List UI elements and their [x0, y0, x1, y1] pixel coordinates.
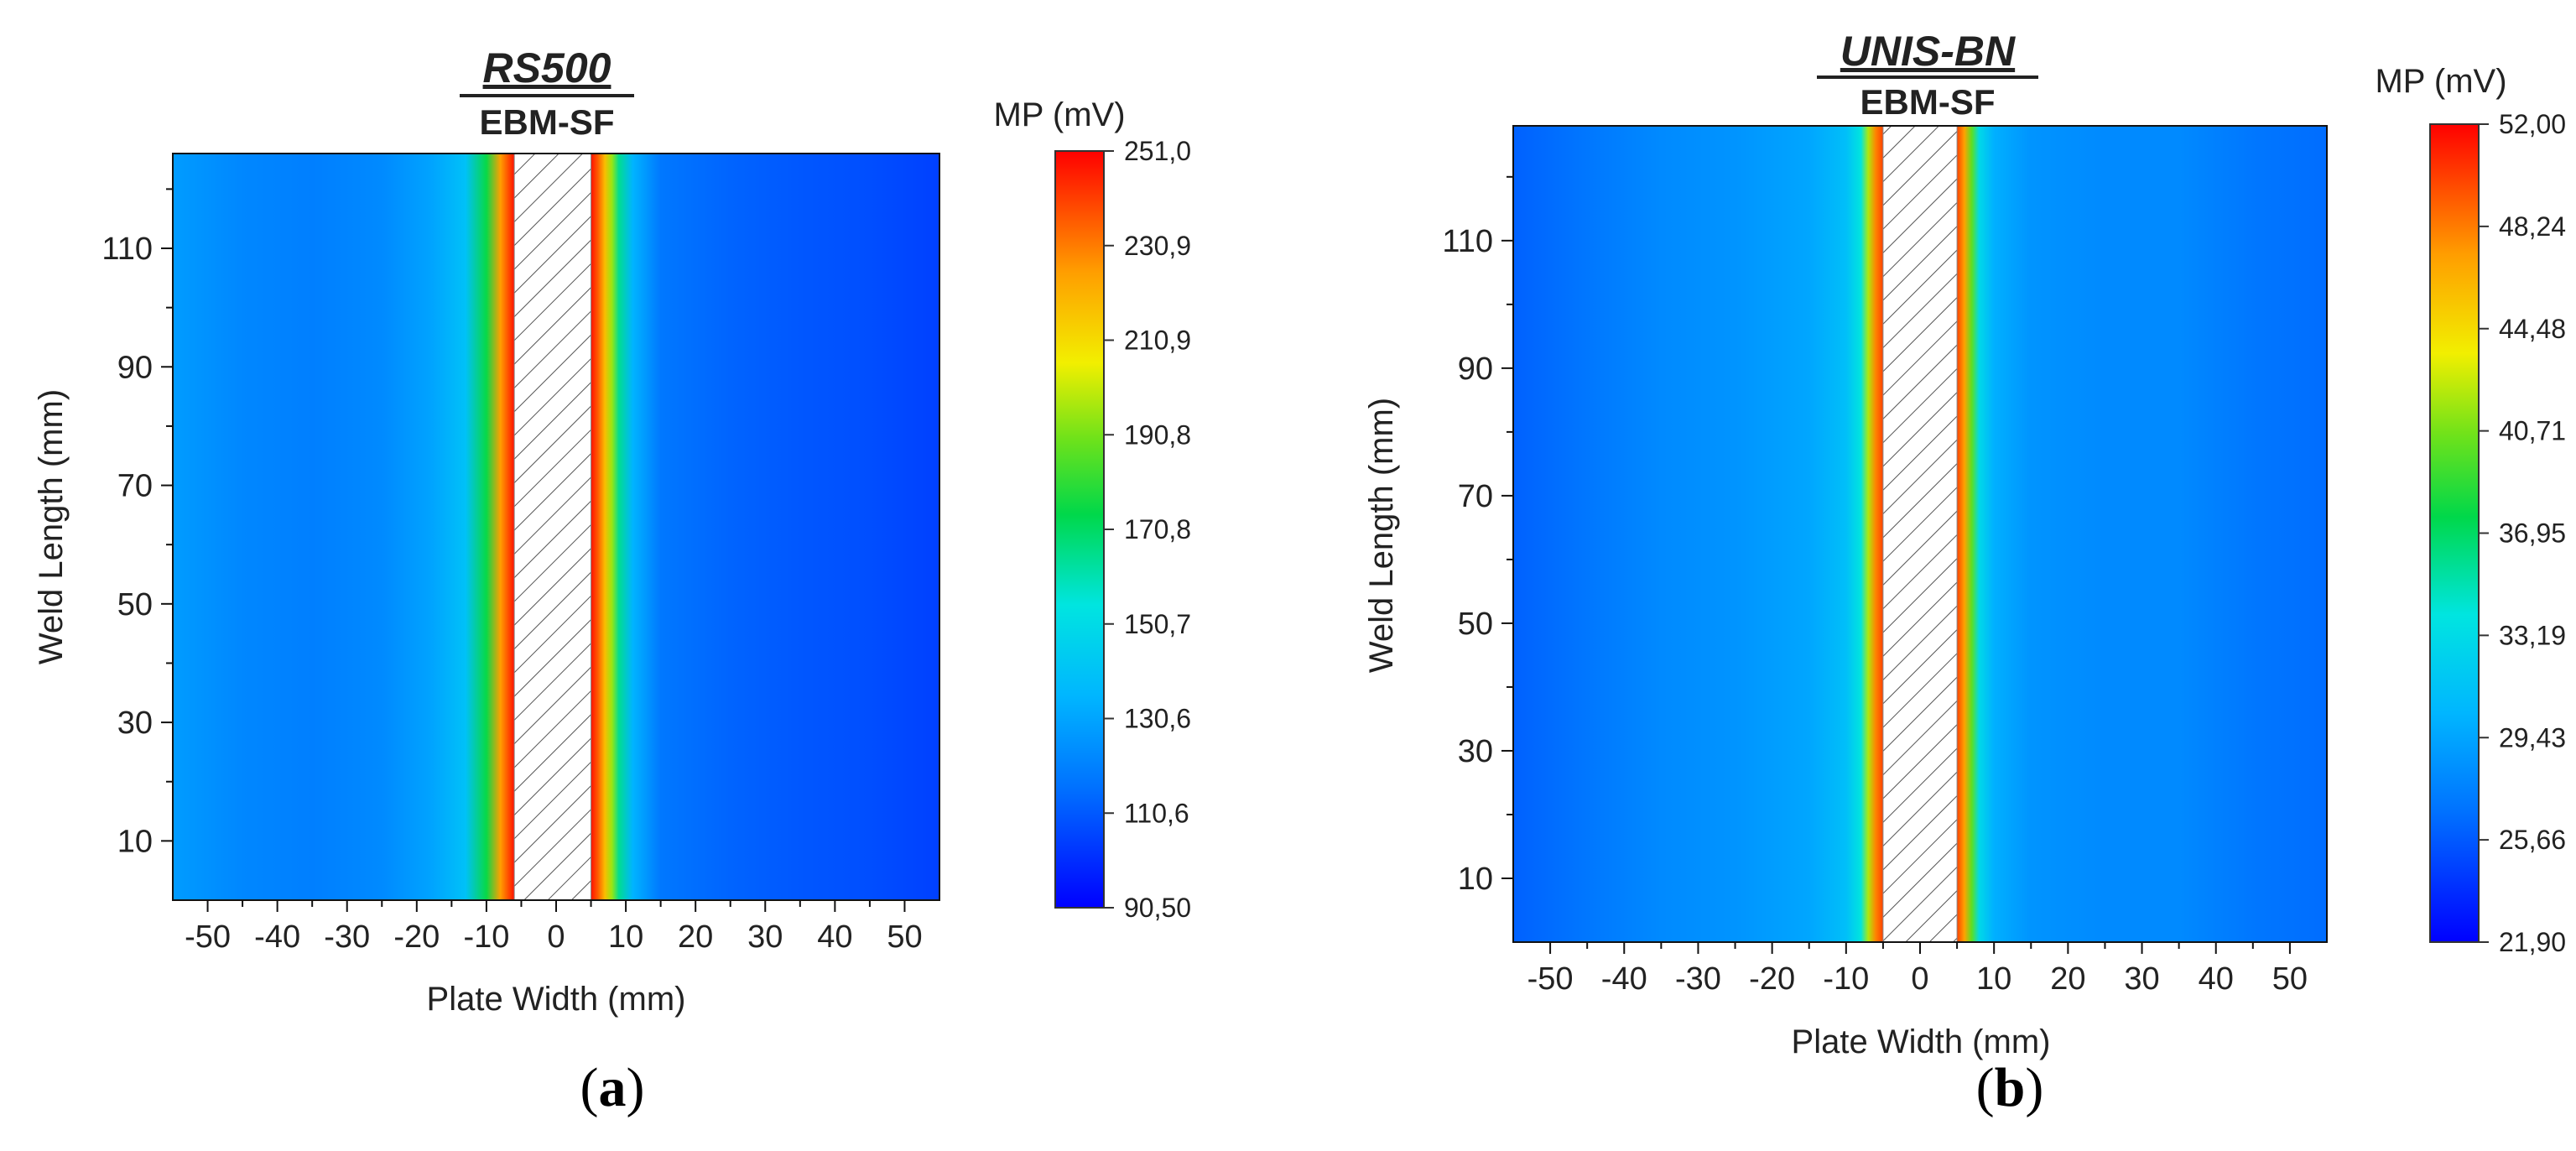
colorbar-tick-label: 170,8 — [1124, 514, 1191, 544]
panel-label-a: (a) — [580, 1057, 645, 1118]
colorbar-label-b: MP (mV) — [2375, 63, 2506, 100]
colorbar-ticks-b: 52,00 48,24 44,48 40,71 36,95 33,19 29,43 25,66… — [2479, 109, 2566, 957]
y-axis-a: 10 30 50 70 90 110 — [101, 188, 173, 859]
weld-zone-a — [513, 153, 592, 901]
chart-subtitle-a: EBM-SF — [480, 102, 615, 142]
y-tick-label: 90 — [1458, 352, 1493, 387]
colorbar-tick-label: 110,6 — [1124, 798, 1189, 828]
y-tick-label: 90 — [117, 350, 153, 385]
x-tick-label: -40 — [254, 919, 300, 955]
y-tick-label: 10 — [1458, 862, 1493, 897]
x-tick-label: 0 — [547, 919, 565, 955]
colorbar-tick-label: 210,9 — [1124, 326, 1191, 356]
x-tick-label: -30 — [324, 919, 370, 955]
colorbar-tick-label: 48,24 — [2499, 211, 2566, 242]
x-tick-label: 0 — [1911, 961, 1928, 997]
colorbar-tick-label: 52,00 — [2499, 109, 2566, 139]
x-tick-label: -10 — [463, 919, 509, 955]
x-tick-label: -10 — [1823, 961, 1869, 997]
y-tick-label: 70 — [117, 469, 153, 504]
colorbar-tick-label: 40,71 — [2499, 416, 2566, 446]
panel-label-b: (b) — [1976, 1057, 2044, 1118]
y-tick-label: 110 — [1442, 224, 1493, 259]
y-axis-label-a: Weld Length (mm) — [33, 389, 70, 664]
colorbar-tick-label: 33,19 — [2499, 620, 2566, 650]
colorbar-b — [2429, 123, 2480, 943]
x-axis-a: -50 -40 -30 -20 -10 0 10 20 30 40 50 — [185, 900, 923, 955]
y-tick-label: 50 — [117, 587, 153, 622]
colorbar-tick-label: 150,7 — [1124, 609, 1191, 639]
x-axis-b: -50 -40 -30 -20 -10 0 10 20 30 40 50 — [1527, 942, 2308, 997]
x-tick-label: 10 — [1976, 961, 2011, 997]
heatmap-b — [1512, 125, 2328, 943]
colorbar-a — [1054, 150, 1105, 909]
x-tick-label: 30 — [2124, 961, 2159, 997]
x-tick-label: 50 — [2272, 961, 2308, 997]
colorbar-tick-label: 29,43 — [2499, 722, 2566, 753]
chart-title-b: UNIS-BN — [1840, 28, 2016, 75]
x-tick-label: 40 — [817, 919, 852, 955]
colorbar-tick-label: 25,66 — [2499, 825, 2566, 855]
y-tick-label: 30 — [117, 706, 153, 741]
colorbar-tick-label: 190,8 — [1124, 419, 1191, 450]
colorbar-tick-label: 230,9 — [1124, 231, 1191, 261]
colorbar-tick-label: 130,6 — [1124, 704, 1191, 734]
x-tick-label: 10 — [608, 919, 643, 955]
y-axis-label-b: Weld Length (mm) — [1363, 398, 1400, 673]
x-axis-label-a: Plate Width (mm) — [427, 981, 686, 1018]
colorbar-tick-label: 44,48 — [2499, 314, 2566, 344]
colorbar-tick-label: 21,90 — [2499, 927, 2566, 957]
x-tick-label: 20 — [2050, 961, 2085, 997]
chart-subtitle-b: EBM-SF — [1860, 82, 1996, 122]
colorbar-tick-label: 251,0 — [1124, 136, 1191, 166]
heatmap-a — [172, 153, 940, 901]
y-tick-label: 70 — [1458, 479, 1493, 514]
panel-a: RS500 EBM-SF -50 -40 -30 -20 -10 0 10 20 30 40 50 … — [33, 44, 1191, 1118]
weld-zone-b — [1882, 125, 1958, 943]
panel-b: UNIS-BN EBM-SF -50 -40 -30 -20 -10 0 10 20 30 40 5… — [1363, 28, 2566, 1118]
y-tick-label: 10 — [117, 824, 153, 859]
colorbar-tick-label: 90,50 — [1124, 893, 1191, 923]
colorbar-tick-label: 36,95 — [2499, 518, 2566, 549]
x-axis-label-b: Plate Width (mm) — [1792, 1023, 2051, 1060]
x-tick-label: 50 — [887, 919, 922, 955]
x-tick-label: 30 — [747, 919, 783, 955]
x-tick-label: -40 — [1601, 961, 1647, 997]
y-axis-b: 10 30 50 70 90 110 — [1442, 175, 1513, 897]
y-tick-label: 110 — [101, 232, 153, 267]
x-tick-label: -30 — [1675, 961, 1721, 997]
panel-label-b-letter: b — [1995, 1057, 2026, 1118]
y-tick-label: 50 — [1458, 607, 1493, 642]
panel-label-a-letter: a — [599, 1057, 627, 1118]
colorbar-ticks-a: 251,0 230,9 210,9 190,8 170,8 150,7 130,6 110,6… — [1104, 136, 1191, 923]
x-tick-label: -50 — [1527, 961, 1574, 997]
y-tick-label: 30 — [1458, 734, 1493, 769]
x-tick-label: -20 — [1749, 961, 1795, 997]
x-tick-label: 40 — [2199, 961, 2234, 997]
x-tick-label: -50 — [185, 919, 231, 955]
chart-title-a: RS500 — [483, 44, 611, 91]
x-tick-label: -20 — [393, 919, 440, 955]
colorbar-label-a: MP (mV) — [993, 96, 1125, 133]
x-tick-label: 20 — [678, 919, 713, 955]
